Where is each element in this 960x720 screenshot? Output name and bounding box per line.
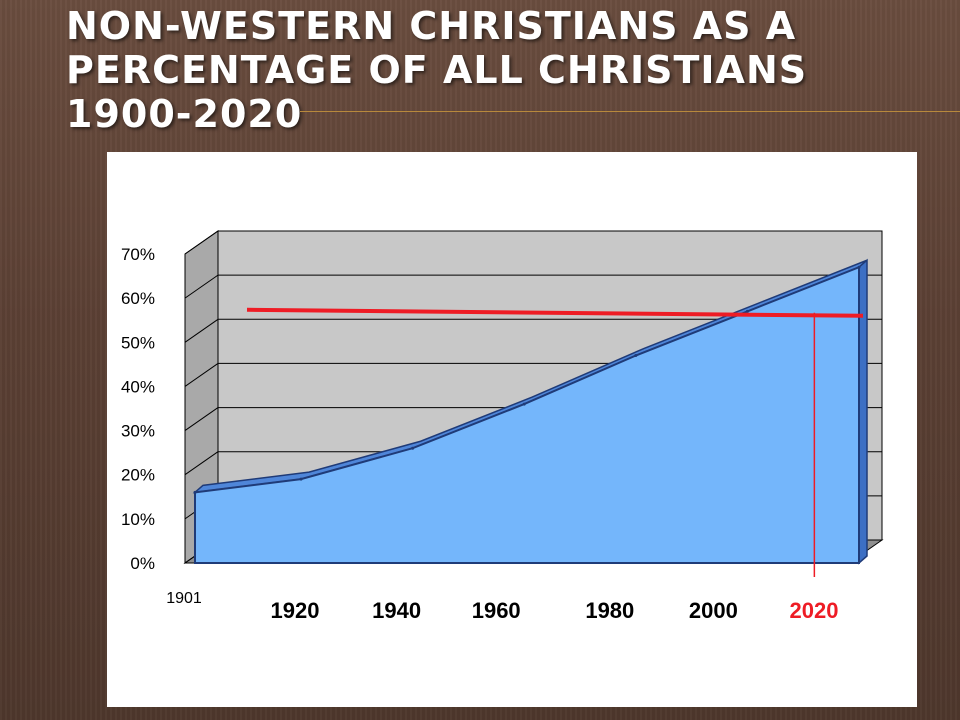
x-tick-label: 1960 — [472, 598, 521, 623]
x-tick-label: 2000 — [689, 598, 738, 623]
y-tick-label: 70% — [121, 245, 155, 264]
data-point — [522, 402, 526, 406]
gridline-side — [184, 407, 219, 431]
x-tick-label: 1920 — [271, 598, 320, 623]
area-chart: 0% 10% 20% 30% 40% 50% 60% 70% 1901 1920 1940 1960 1… — [121, 230, 884, 623]
x-tick-label: 1901 — [166, 590, 202, 607]
data-point — [299, 477, 303, 481]
y-tick-label: 20% — [121, 466, 155, 485]
y-tick-label: 40% — [121, 377, 155, 396]
data-point — [411, 446, 415, 450]
data-point — [193, 490, 197, 494]
slide-title: Non-Western Christians as a Percentage o… — [66, 4, 808, 136]
gridline-side — [184, 274, 219, 299]
chart-panel: 0% 10% 20% 30% 40% 50% 60% 70% 1901 1920 1940 1960 1… — [107, 152, 917, 707]
x-tick-label: 1980 — [585, 598, 634, 623]
gridline-side — [184, 363, 219, 387]
data-point — [634, 354, 638, 358]
gridline-side — [184, 318, 219, 343]
gridline-side — [184, 230, 219, 255]
y-tick-label: 60% — [121, 289, 155, 308]
title-underline — [300, 111, 960, 112]
data-point — [745, 309, 749, 313]
y-tick-label: 30% — [121, 422, 155, 441]
gridline-side — [184, 451, 219, 476]
reference-line — [246, 307, 864, 318]
y-tick-label: 0% — [130, 554, 155, 573]
area-front-face — [194, 265, 860, 564]
x-tick-label: 1940 — [372, 598, 421, 623]
y-tick-label: 50% — [121, 333, 155, 352]
y-tick-label: 10% — [121, 510, 155, 529]
area-right-face — [858, 258, 868, 565]
x-tick-label: 2020 — [790, 598, 839, 623]
data-point — [857, 265, 861, 269]
